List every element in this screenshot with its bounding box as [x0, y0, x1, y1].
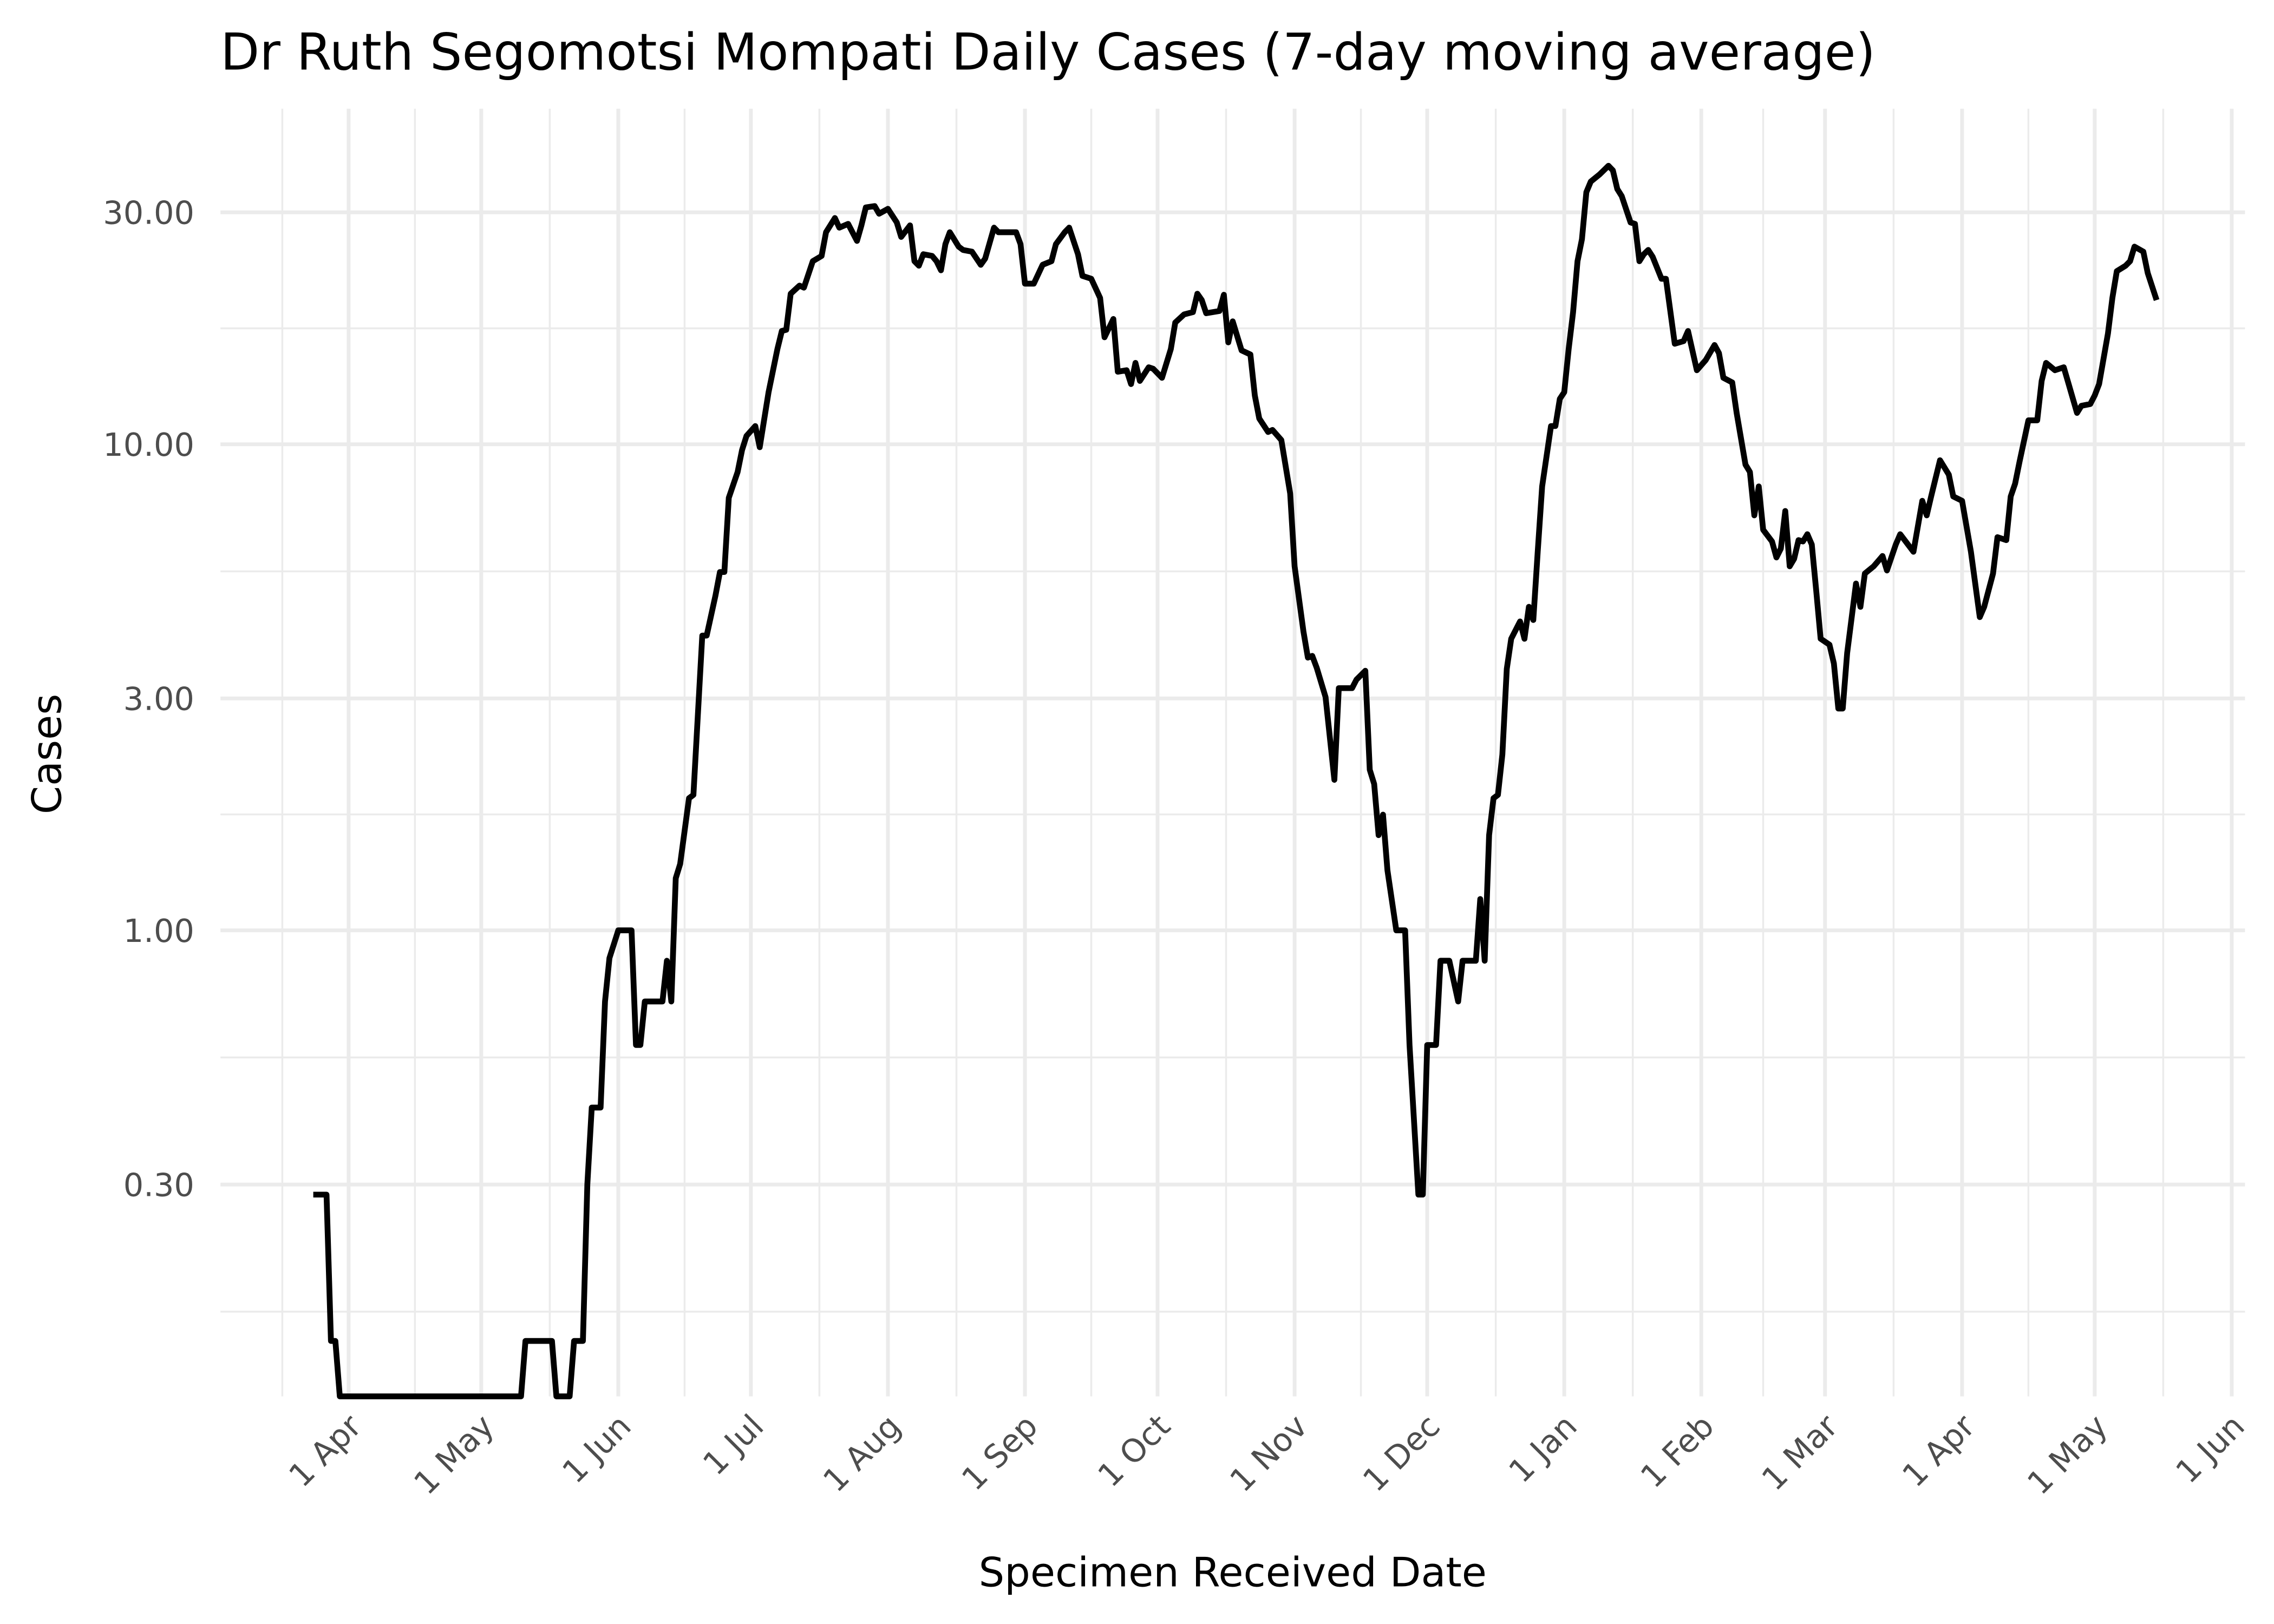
grid — [220, 108, 2245, 1397]
y-tick-label: 3.00 — [123, 680, 194, 718]
chart-title: Dr Ruth Segomotsi Mompati Daily Cases (7… — [220, 23, 1876, 82]
y-tick-label: 0.30 — [123, 1167, 194, 1204]
y-tick-label: 30.00 — [103, 194, 194, 232]
y-axis-title: Cases — [23, 694, 71, 815]
y-tick-label: 10.00 — [103, 426, 194, 463]
plot-area — [313, 162, 2160, 1399]
y-tick-label: 1.00 — [123, 912, 194, 949]
x-axis-title: Specimen Received Date — [979, 1548, 1487, 1596]
line — [313, 162, 2160, 1399]
